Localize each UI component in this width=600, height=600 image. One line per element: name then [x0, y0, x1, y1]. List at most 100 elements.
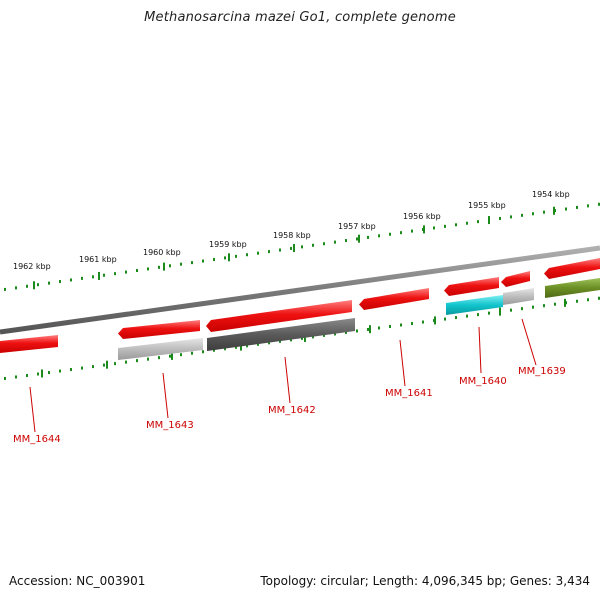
minor-tick — [598, 296, 600, 300]
reverse-gene-cyan[interactable] — [446, 295, 503, 315]
gene-label[interactable]: MM_1639 — [518, 366, 566, 377]
forward-gene[interactable] — [544, 258, 600, 279]
major-tick — [228, 253, 230, 262]
genome-backbone — [0, 245, 600, 335]
minor-tick — [147, 267, 149, 271]
minor-tick — [15, 375, 17, 379]
minor-tick — [70, 368, 72, 372]
forward-gene[interactable] — [118, 320, 200, 339]
gene-label[interactable]: MM_1643 — [146, 420, 194, 431]
reverse-gene-light[interactable] — [503, 288, 534, 305]
minor-tick — [367, 235, 369, 239]
major-tick — [304, 333, 306, 342]
minor-tick — [125, 360, 127, 364]
minor-tick — [323, 242, 325, 246]
major-tick — [423, 225, 425, 234]
minor-tick — [488, 311, 490, 315]
minor-tick — [389, 232, 391, 236]
kbp-tick-label: 1962 kbp — [13, 262, 51, 271]
minor-tick — [202, 350, 204, 354]
reverse-gene-dark[interactable] — [207, 318, 355, 351]
major-tick — [358, 234, 360, 243]
minor-tick — [301, 245, 303, 249]
minor-tick — [147, 357, 149, 361]
accession-text: Accession: NC_003901 — [9, 574, 146, 588]
minor-tick — [246, 344, 248, 348]
major-tick — [369, 325, 371, 334]
minor-tick — [422, 320, 424, 324]
forward-gene[interactable] — [444, 277, 499, 296]
major-tick — [553, 206, 555, 215]
minor-tick — [301, 336, 303, 340]
minor-tick — [477, 220, 479, 224]
genome-summary-text: Topology: circular; Length: 4,096,345 bp… — [260, 574, 590, 588]
gene-leader-line — [478, 326, 482, 374]
minor-tick — [587, 204, 589, 208]
minor-tick — [136, 359, 138, 363]
minor-tick — [169, 354, 171, 358]
minor-tick — [543, 210, 545, 214]
minor-tick — [532, 212, 534, 216]
forward-gene[interactable] — [206, 300, 352, 332]
map-title: Methanosarcina mazei Go1, complete genom… — [144, 10, 456, 25]
minor-tick — [235, 345, 237, 349]
minor-tick — [378, 234, 380, 238]
minor-tick — [268, 341, 270, 345]
minor-tick — [81, 276, 83, 280]
minor-tick — [257, 342, 259, 346]
minor-tick — [290, 246, 292, 250]
minor-tick — [114, 272, 116, 276]
kbp-tick-label: 1956 kbp — [403, 212, 441, 221]
minor-tick — [103, 363, 105, 367]
minor-tick — [92, 275, 94, 279]
minor-tick — [158, 356, 160, 360]
minor-tick — [125, 270, 127, 274]
major-tick — [98, 271, 100, 280]
minor-tick — [521, 307, 523, 311]
major-tick — [293, 244, 295, 253]
minor-tick — [4, 376, 6, 380]
forward-gene[interactable] — [359, 288, 429, 310]
minor-tick — [114, 362, 116, 366]
reverse-gene-olive[interactable] — [545, 278, 600, 298]
minor-tick — [444, 224, 446, 228]
minor-tick — [400, 231, 402, 235]
minor-tick — [312, 335, 314, 339]
minor-tick — [180, 262, 182, 266]
kbp-tick-label: 1961 kbp — [79, 255, 117, 264]
minor-tick — [598, 202, 600, 206]
major-tick — [171, 351, 173, 360]
minor-tick — [521, 213, 523, 217]
forward-gene[interactable] — [501, 271, 530, 287]
minor-tick — [455, 223, 457, 227]
minor-tick — [345, 239, 347, 243]
gene-leader-line — [29, 386, 36, 433]
forward-gene[interactable] — [0, 335, 58, 353]
minor-tick — [15, 286, 17, 290]
major-tick — [41, 369, 43, 378]
minor-tick — [466, 221, 468, 225]
minor-tick — [279, 339, 281, 343]
reverse-gene-light[interactable] — [118, 338, 203, 360]
kbp-tick-label: 1960 kbp — [143, 248, 181, 257]
minor-tick — [224, 256, 226, 260]
minor-tick — [312, 243, 314, 247]
minor-tick — [4, 287, 6, 291]
minor-tick — [224, 347, 226, 351]
minor-tick — [213, 348, 215, 352]
minor-tick — [268, 250, 270, 254]
minor-tick — [158, 265, 160, 269]
kbp-tick-label: 1955 kbp — [468, 201, 506, 210]
gene-label[interactable]: MM_1642 — [268, 405, 316, 416]
minor-tick — [26, 373, 28, 377]
gene-label[interactable]: MM_1640 — [459, 376, 507, 387]
minor-tick — [378, 326, 380, 330]
gene-label[interactable]: MM_1644 — [13, 434, 61, 445]
minor-tick — [59, 280, 61, 284]
gene-label[interactable]: MM_1641 — [385, 388, 433, 399]
major-tick — [499, 307, 501, 316]
minor-tick — [411, 322, 413, 326]
major-tick — [33, 281, 35, 290]
minor-tick — [367, 327, 369, 331]
minor-tick — [565, 207, 567, 211]
